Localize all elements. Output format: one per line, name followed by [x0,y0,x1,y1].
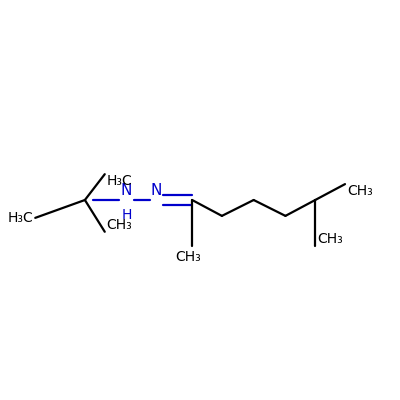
Text: H₃C: H₃C [8,211,33,225]
Text: CH₃: CH₃ [107,218,132,232]
Text: CH₃: CH₃ [317,232,343,246]
Text: H₃C: H₃C [107,174,132,188]
Text: H: H [122,208,132,222]
Text: CH₃: CH₃ [347,184,373,198]
Text: N: N [151,184,162,198]
Text: CH₃: CH₃ [175,250,201,264]
Text: N: N [121,184,132,198]
